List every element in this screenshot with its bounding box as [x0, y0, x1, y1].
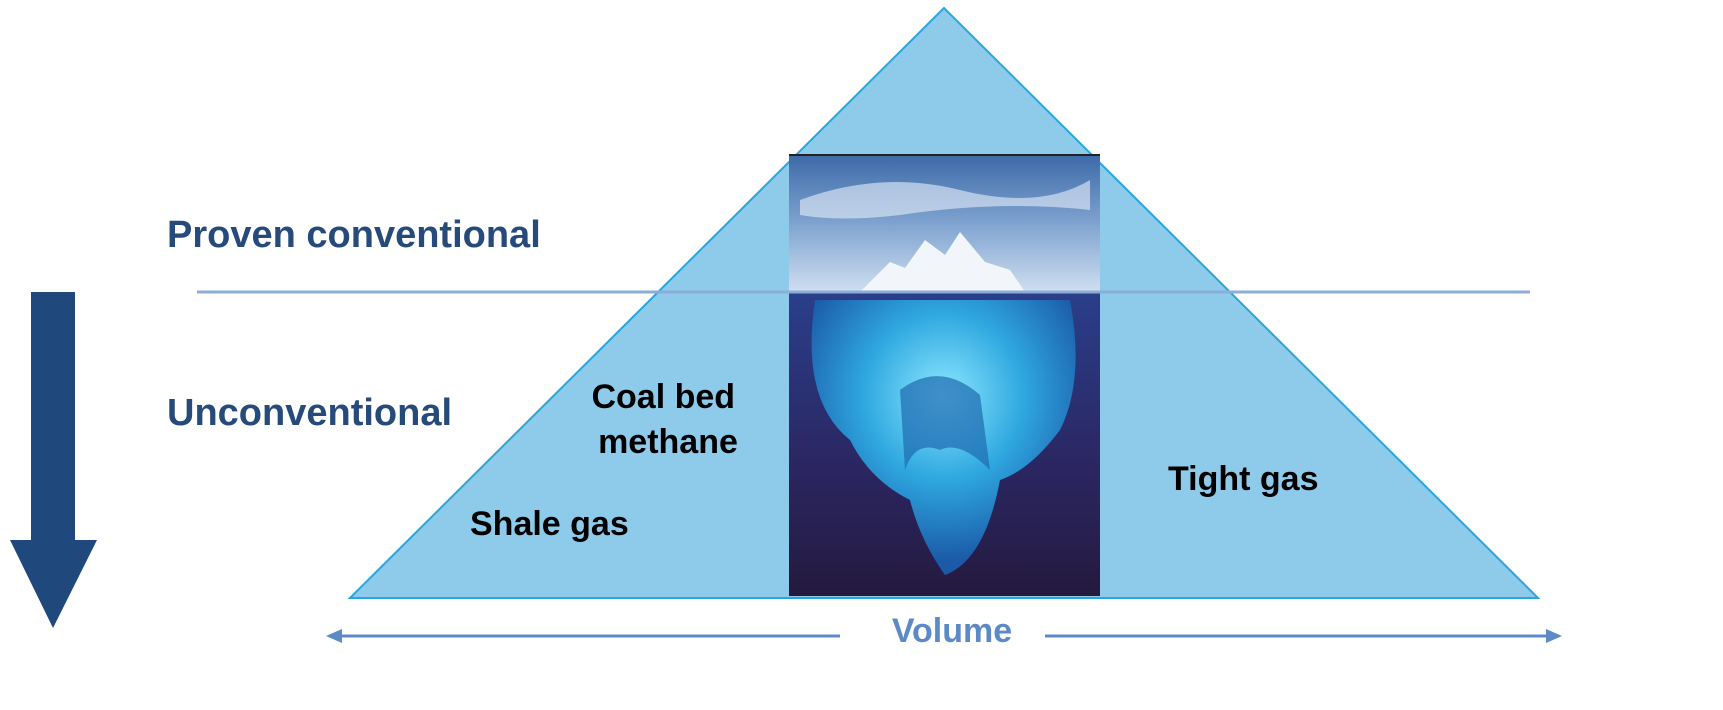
page: Proven conventional Unconventional Coal … — [0, 0, 1723, 710]
resource-label-line: methane — [598, 423, 738, 461]
down-arrow — [10, 292, 97, 628]
level-label: Proven conventional — [167, 214, 541, 256]
diagram: Proven conventional Unconventional Coal … — [0, 0, 1723, 710]
resource-label: Shale gas — [470, 505, 629, 543]
resource-label: Tight gas — [1168, 460, 1319, 498]
resource-label-line: Coal bed — [591, 378, 735, 416]
level-label: Unconventional — [167, 392, 452, 434]
axis-label: Volume — [892, 612, 1012, 650]
iceberg-image — [789, 155, 1100, 596]
